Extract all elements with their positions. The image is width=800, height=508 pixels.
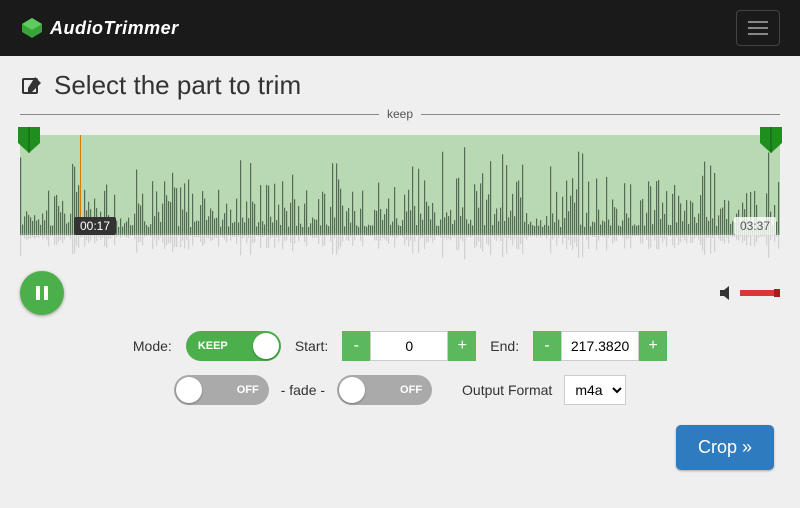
volume-bar[interactable] (740, 290, 780, 296)
waveform-selection (20, 135, 780, 235)
end-decrement[interactable]: - (533, 331, 561, 361)
crop-row: Crop » (20, 425, 780, 470)
logo[interactable]: AudioTrimmer (20, 16, 179, 40)
waveform[interactable]: 00:17 03:37 (20, 125, 780, 265)
pause-icon (34, 285, 50, 301)
volume-control[interactable] (718, 284, 780, 302)
fade-out-toggle[interactable]: OFF (337, 375, 432, 405)
output-format-label: Output Format (462, 382, 552, 398)
toggle-knob (253, 333, 279, 359)
play-pause-button[interactable] (20, 271, 64, 315)
toggle-knob (339, 377, 365, 403)
menu-button[interactable] (736, 10, 780, 46)
crop-button[interactable]: Crop » (676, 425, 774, 470)
toggle-knob (176, 377, 202, 403)
output-format-select[interactable]: m4a (564, 375, 626, 405)
end-increment[interactable]: + (639, 331, 667, 361)
end-stepper: - + (533, 331, 667, 361)
start-decrement[interactable]: - (342, 331, 370, 361)
trim-handle-right[interactable] (760, 127, 782, 153)
fade-in-toggle[interactable]: OFF (174, 375, 269, 405)
time-current: 00:17 (74, 217, 116, 235)
trim-handle-left[interactable] (18, 127, 40, 153)
mode-toggle[interactable]: KEEP (186, 331, 281, 361)
volume-icon (718, 284, 736, 302)
start-stepper: - + (342, 331, 476, 361)
selection-label-separator: keep (20, 107, 780, 121)
controls-row-fade: OFF - fade - OFF Output Format m4a (20, 375, 780, 405)
mode-label: Mode: (133, 338, 172, 354)
end-input[interactable] (561, 331, 639, 361)
start-increment[interactable]: + (448, 331, 476, 361)
waveform-reflection (20, 233, 780, 263)
logo-text: AudioTrimmer (50, 18, 179, 39)
main: Select the part to trim keep 00:17 03:37… (0, 56, 800, 470)
start-label: Start: (295, 338, 328, 354)
logo-icon (20, 16, 44, 40)
controls-row-trim: Mode: KEEP Start: - + End: - + (20, 331, 780, 361)
page-title: Select the part to trim (54, 70, 301, 101)
waveform-bars (20, 135, 780, 235)
edit-icon (20, 74, 44, 98)
controls-row-play (20, 271, 780, 315)
start-input[interactable] (370, 331, 448, 361)
topbar: AudioTrimmer (0, 0, 800, 56)
time-total: 03:37 (734, 217, 776, 235)
end-label: End: (490, 338, 519, 354)
fade-label: - fade - (281, 382, 325, 398)
title-row: Select the part to trim (20, 70, 780, 101)
